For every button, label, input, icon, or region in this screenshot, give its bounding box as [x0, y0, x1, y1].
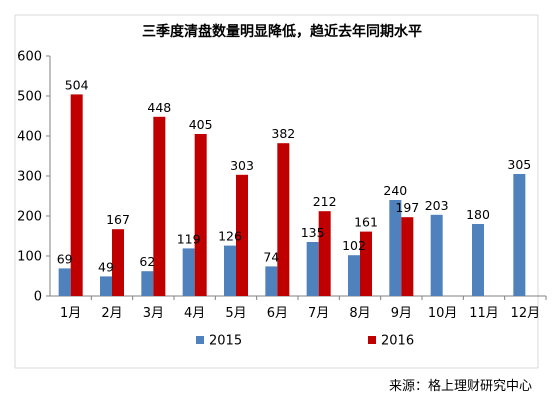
bar-2016-2月: [112, 229, 124, 296]
data-label-2015-6月: 74: [263, 249, 279, 264]
source-note: 来源：格上理财研究中心: [389, 378, 532, 394]
x-tick-label: 7月: [308, 306, 329, 321]
plot-area: 0 100 200 300 400 500 600 1月 2月 3月 4月 5月 6月 7月 8月 9月 10月…: [17, 50, 547, 321]
data-label-2015-2月: 49: [98, 259, 114, 274]
x-tick-label: 1月: [60, 306, 81, 321]
bar-2015-11月: [472, 224, 484, 296]
x-tick-label: 5月: [225, 306, 246, 321]
x-tick-label: 12月: [511, 306, 541, 321]
x-tick-label: 6月: [267, 306, 288, 321]
data-label-2016-3月: 448: [147, 100, 171, 115]
bar-2015-3月: [141, 271, 154, 296]
bar-2015-2月: [100, 276, 112, 296]
x-tick-label: 2月: [101, 306, 122, 321]
bar-2015-6月: [265, 266, 278, 296]
data-label-2015-4月: 119: [177, 231, 201, 246]
y-tick-label: 500: [17, 90, 42, 105]
legend-swatch-2015: [196, 336, 204, 344]
data-label-2015-7月: 135: [301, 225, 325, 240]
bar-2015-12月: [513, 174, 526, 296]
x-tick-label: 3月: [143, 306, 164, 321]
bar-2016-9月: [401, 217, 414, 296]
y-tick-label: 200: [17, 210, 42, 225]
bar-2016-1月: [70, 94, 83, 297]
y-tick-label: 100: [17, 250, 42, 265]
data-label-2016-2月: 167: [106, 212, 130, 227]
data-label-2016-6月: 382: [271, 126, 295, 141]
data-label-2016-5月: 303: [230, 158, 254, 173]
x-tick-label: 9月: [391, 306, 412, 321]
legend-label-2015: 2015: [209, 334, 242, 349]
bar-2015-10月: [430, 214, 443, 296]
data-label-2015-10月: 203: [425, 198, 449, 213]
y-tick-label: 300: [17, 170, 42, 185]
data-label-2016-8月: 161: [354, 215, 378, 230]
data-label-2016-9月: 197: [395, 200, 419, 215]
data-label-2016-4月: 405: [189, 117, 213, 132]
y-tick-label: 600: [17, 50, 42, 65]
data-label-2015-1月: 69: [57, 251, 73, 266]
x-tick-label: 8月: [349, 306, 370, 321]
bar-2016-8月: [360, 231, 372, 296]
x-tick-label: 11月: [469, 306, 499, 321]
bar-2016-6月: [277, 143, 290, 296]
bar-2016-4月: [194, 134, 207, 296]
bar-2015-7月: [306, 242, 319, 296]
y-tick-label: 400: [17, 130, 42, 145]
bar-2015-4月: [182, 248, 195, 296]
legend: 2015 2016: [196, 334, 414, 349]
y-tick-label: 0: [34, 290, 42, 305]
data-label-2016-7月: 212: [313, 194, 337, 209]
data-label-2015-11月: 180: [466, 207, 490, 222]
chart-title: 三季度清盘数量明显降低，趋近去年同期水平: [142, 23, 422, 40]
legend-swatch-2016: [368, 336, 376, 344]
data-label-2015-3月: 62: [139, 254, 155, 269]
x-tick-label: 4月: [184, 306, 205, 321]
data-label-2015-9月: 240: [383, 183, 407, 198]
x-tick-label: 10月: [428, 306, 458, 321]
bar-2015-1月: [58, 268, 71, 296]
bar-2015-5月: [224, 245, 236, 296]
data-label-2015-8月: 102: [342, 238, 366, 253]
bar-2016-3月: [153, 116, 166, 296]
legend-label-2016: 2016: [381, 334, 414, 349]
bar-2015-8月: [348, 255, 360, 296]
bar-2016-7月: [318, 211, 331, 296]
bar-2016-5月: [236, 174, 248, 296]
bar-2015-9月: [389, 200, 402, 296]
data-label-2016-1月: 504: [65, 77, 89, 92]
data-label-2015-12月: 305: [507, 157, 531, 172]
data-label-2015-5月: 126: [218, 229, 242, 244]
